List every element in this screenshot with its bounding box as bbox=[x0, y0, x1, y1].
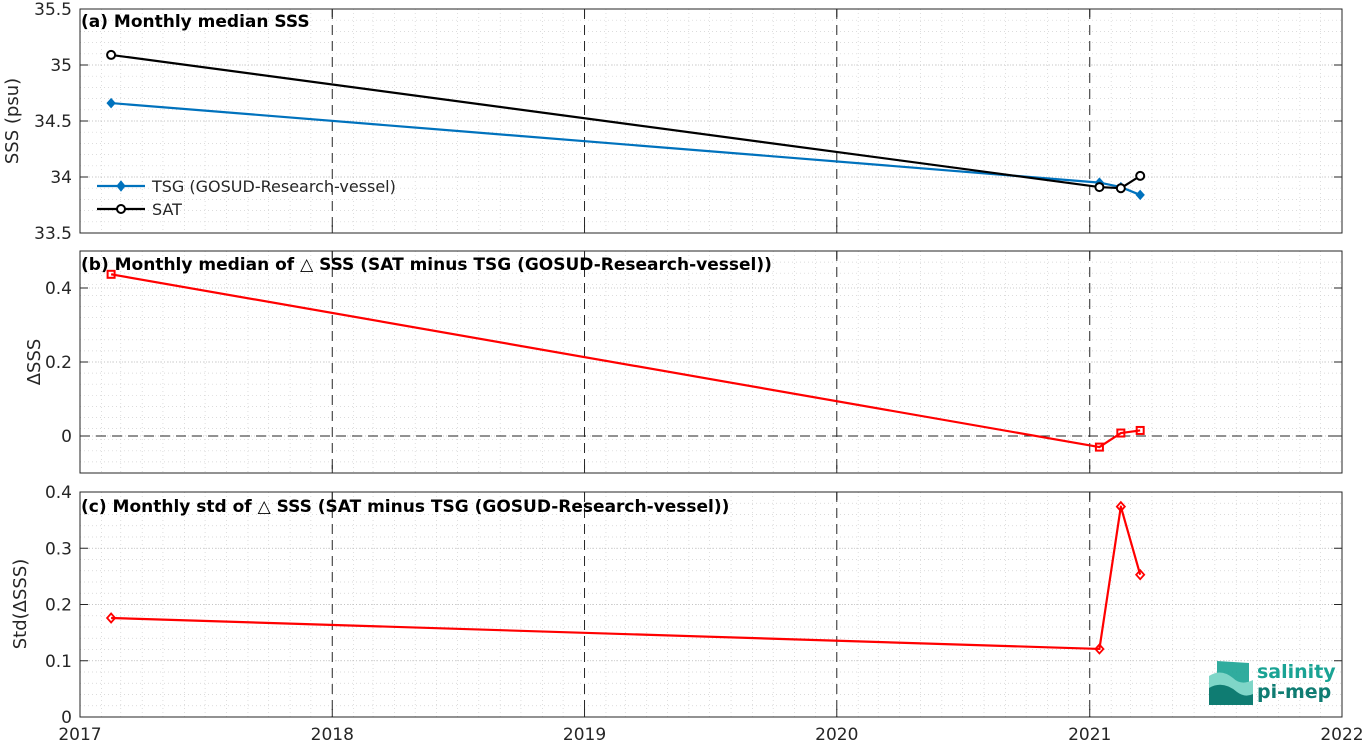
data-point bbox=[1094, 643, 1105, 655]
y-tick-label: 0.4 bbox=[45, 279, 72, 299]
panel-c: 0 0.1 0.2 0.3 0.4 2017 2018 2019 2020 2021 2022 (c… bbox=[10, 483, 1364, 745]
panel-c-ylabel: Std(ΔSSS) bbox=[10, 559, 31, 650]
x-tick-label: 2020 bbox=[815, 725, 858, 745]
data-point bbox=[1135, 189, 1145, 201]
grid-a bbox=[80, 8, 1342, 234]
data-point bbox=[1135, 170, 1146, 181]
legend-sat: SAT bbox=[152, 200, 182, 219]
data-point bbox=[106, 97, 116, 109]
grid-b bbox=[80, 251, 1342, 473]
panel-a-ylabel: SSS (psu) bbox=[2, 78, 23, 164]
y-tick-label: 0 bbox=[61, 708, 72, 728]
grid-c bbox=[80, 491, 1342, 718]
data-point bbox=[1116, 428, 1126, 438]
y-tick-label: 0.4 bbox=[45, 483, 72, 503]
x-tick-label: 2018 bbox=[311, 725, 354, 745]
panel-c-title: (c) Monthly std of △ SSS (SAT minus TSG … bbox=[81, 497, 729, 517]
data-point bbox=[1115, 500, 1127, 513]
marks-b bbox=[106, 269, 1145, 452]
x-tick-label: 2022 bbox=[1320, 725, 1363, 745]
data-point bbox=[1134, 568, 1146, 581]
y-tick-label: 34 bbox=[50, 168, 72, 188]
logo: salinity pi-mep bbox=[1209, 661, 1336, 705]
y-tick-label: 0.2 bbox=[45, 353, 72, 373]
legend: TSG (GOSUD-Research-vessel) SAT bbox=[97, 177, 396, 219]
y-tick-label: 34.5 bbox=[34, 112, 72, 132]
data-point bbox=[1135, 425, 1145, 435]
series-line-1 bbox=[111, 505, 1142, 651]
data-point bbox=[1094, 182, 1105, 193]
data-point bbox=[105, 612, 117, 624]
data-point bbox=[1094, 442, 1104, 452]
series-line-2 bbox=[110, 53, 1141, 190]
wave-logo-icon bbox=[1209, 661, 1253, 705]
series-line-1 bbox=[110, 273, 1141, 449]
y-tick-label: 0.3 bbox=[45, 539, 72, 559]
x-tick-label: 2021 bbox=[1068, 725, 1111, 745]
panel-b-ylabel: ΔSSS bbox=[24, 339, 45, 386]
y-tick-label: 0.2 bbox=[45, 596, 72, 616]
panel-b: 0 0.2 0.4 (b) Monthly median of △ SSS (SAT… bbox=[24, 250, 1343, 474]
axes-box bbox=[79, 491, 1343, 718]
data-point bbox=[106, 269, 116, 279]
panel-b-title: (b) Monthly median of △ SSS (SAT minus T… bbox=[81, 255, 772, 275]
panel-a-title: (a) Monthly median SSS bbox=[81, 12, 310, 32]
y-tick-label: 0.1 bbox=[45, 652, 72, 672]
legend-tsg: TSG (GOSUD-Research-vessel) bbox=[151, 177, 396, 196]
marks-a bbox=[106, 49, 1146, 201]
ticks-b: 0 0.2 0.4 bbox=[45, 250, 1343, 474]
axes-box bbox=[79, 250, 1343, 474]
logo-text-salinity: salinity bbox=[1257, 661, 1336, 683]
logo-text-pimep: pi-mep bbox=[1257, 681, 1331, 703]
x-tick-label: 2019 bbox=[563, 725, 606, 745]
y-tick-label: 0 bbox=[61, 427, 72, 447]
axes-box bbox=[79, 8, 1343, 234]
data-point bbox=[1115, 183, 1126, 194]
ticks-c: 0 0.1 0.2 0.3 0.4 2017 2018 2019 2020 2021 2022 bbox=[45, 483, 1364, 745]
series-line-1 bbox=[111, 101, 1141, 196]
x-tick-label: 2017 bbox=[58, 725, 101, 745]
y-tick-label: 35 bbox=[50, 56, 72, 76]
marks-c bbox=[105, 500, 1146, 655]
y-tick-label: 33.5 bbox=[34, 224, 72, 244]
ticks-a: 33.5 34 34.5 35 35.5 bbox=[34, 0, 1343, 244]
data-point bbox=[106, 49, 117, 60]
y-tick-label: 35.5 bbox=[34, 0, 72, 20]
